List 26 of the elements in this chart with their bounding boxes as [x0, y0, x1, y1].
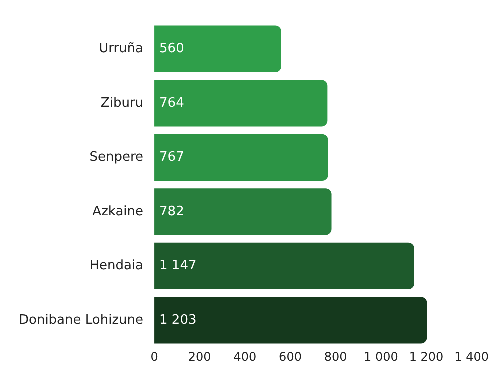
y-tick-label: Senpere [90, 150, 144, 166]
x-tick-label: 1 000 [364, 350, 398, 364]
x-tick-label: 400 [234, 350, 257, 364]
data-label: 764 [160, 96, 184, 111]
bar [154, 134, 328, 181]
x-tick-label: 200 [188, 350, 212, 364]
y-tick-label: Ziburu [100, 96, 144, 111]
y-tick-label: Hendaia [90, 258, 144, 274]
data-label: 560 [160, 42, 184, 57]
bar [154, 26, 282, 72]
y-tick-label: Donibane Lohizune [18, 312, 144, 328]
data-label: 1 203 [160, 312, 197, 328]
bar [154, 297, 428, 344]
bar [154, 188, 332, 236]
x-tick-label: 800 [324, 350, 348, 364]
data-label: 1 147 [160, 258, 197, 274]
x-tick-label: 1 200 [409, 350, 444, 364]
x-tick-label: 1 400 [454, 350, 490, 364]
bar [154, 242, 414, 290]
data-label: 782 [160, 204, 184, 220]
data-label: 767 [160, 150, 184, 166]
y-tick-label: Urruña [99, 42, 144, 57]
y-tick-label: Azkaine [92, 204, 144, 220]
x-tick-label: 600 [279, 350, 302, 364]
x-tick-label: 0 [150, 350, 158, 364]
bar [154, 80, 328, 127]
